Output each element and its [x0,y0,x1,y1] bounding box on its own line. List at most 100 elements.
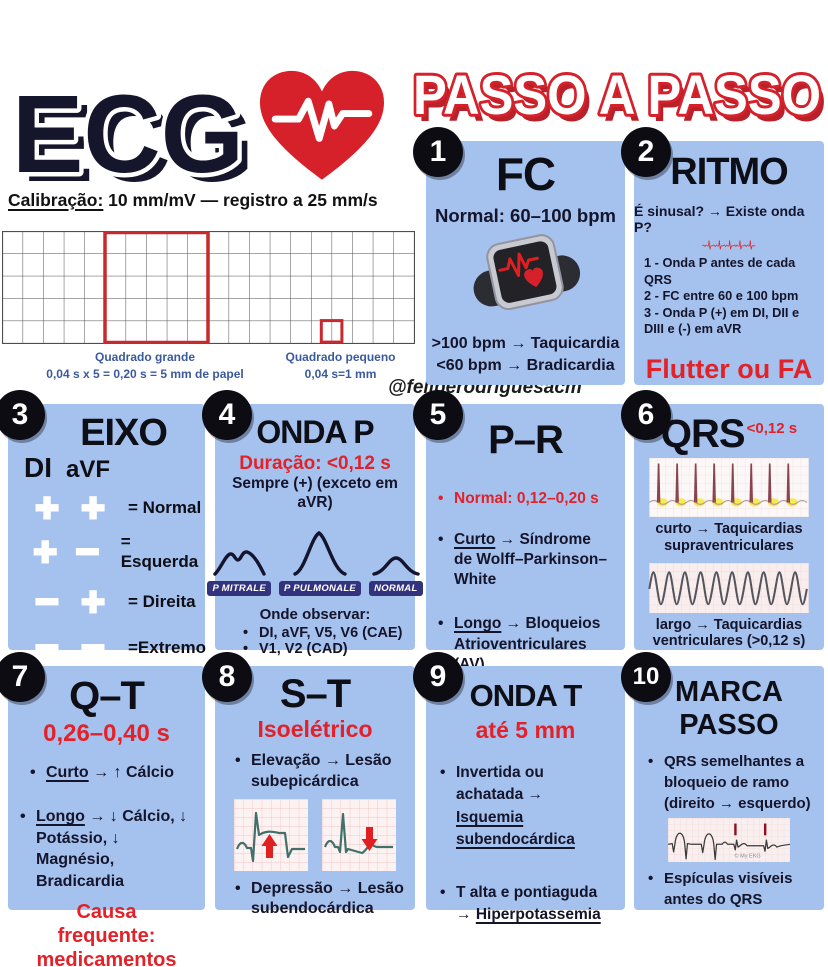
p-normal-wave-icon [372,556,420,576]
p-pulmonale-group: P PULMONALE [278,526,362,597]
onda-t-limit: até 5 mm [475,717,576,743]
onda-p-duration: Duração: <0,12 s [239,453,391,474]
passo-title-text: PASSO A PASSO [413,63,821,126]
card-pr: 5 P–R Normal: 0,12–0,20 s Curto → Síndro… [413,390,625,673]
qt-range: 0,26–0,40 s [43,720,170,747]
card-fc: 1 FC Normal: 60–100 bpm >100 bpm → Taqui… [413,127,625,385]
card-qrs: 6 QRS <0,12 s [621,390,824,650]
qt-short-rest: → ↑ Cálcio [88,764,175,781]
ritmo-criteria-list: 1 - Onda P antes de cada QRS 2 - FC entr… [634,255,824,338]
pacing-spike-markers [734,823,767,835]
card-5-title: P–R [488,418,564,462]
pr-normal-range: Normal: 0,12–0,20 s [438,490,599,508]
passo-a-passo-title: PASSO A PASSO PASSO A PASSO [410,60,826,133]
onda-p-observe-title: Onde observar: [259,606,371,624]
onda-t-tall-underline: Hiperpotassemia [475,906,601,924]
card-1-title: FC [495,148,556,200]
onda-t-inverted-underline: Isquemia subendocárdica [456,808,575,849]
card-6-title: QRS [660,412,746,456]
eixo-col-di: DI [24,452,52,483]
pacemaker-spike-rule: Espículas visíveis antes do QRS [648,868,816,910]
vt-strip-image [648,562,809,613]
card-9-number-badge: 9 [413,652,463,702]
qt-long-rest: → ↓ Cálcio, ↓ Potássio, ↓ Magnésio, Brad… [36,808,188,890]
eixo-column-headers: DI aVF [24,454,110,482]
sign-avf: + [80,580,106,624]
observe-item-cae: DI, aVF, V5, V6 (CAE) [243,625,402,641]
ecg-logo-shadow-text: ECG [22,82,254,198]
card-qt: 7 Q–T 0,26–0,40 s Curto → ↑ Cálcio Longo… [0,652,205,967]
p-normal-label: NORMAL [369,581,423,597]
small-square-label-line1: Quadrado pequeno [285,350,396,364]
eixo-row-label: =Extremo [128,638,206,657]
card-1-number-badge: 1 [413,127,463,177]
small-square-label-line2: 0,04 s=1 mm [304,366,377,381]
small-square-highlight [319,319,344,344]
eixo-col-avf: aVF [66,456,111,483]
card-4-title: ONDA P [256,414,374,450]
p-mitrale-group: P MITRALE [207,538,271,597]
qt-frequent-cause: Causa frequente: medicamentos [36,901,177,967]
card-7-number-badge: 7 [0,652,45,702]
pr-long-rest: → Bloqueios Atrioventriculares (AV) [454,615,601,673]
qrs-duration-note: <0,12 s [746,420,798,437]
card-8-number-badge: 8 [202,652,252,702]
ritmo-flutter-fa: Flutter ou FA [645,354,813,384]
st-example-images [234,798,396,871]
card-ritmo: 2 RITMO É sinusal? → Existe onda P? 1 - … [621,127,824,385]
eixo-row-label: = Normal [128,498,202,517]
qrs-wide-caption: largo → Taquicardias ventriculares (>0,1… [652,616,806,650]
big-square-label: Quadrado grande 0,04 s x 5 = 0,20 s = 5 … [35,349,255,383]
eixo-row-label: = Esquerda [120,532,199,571]
onda-t-tall-plain: T alta e pontiaguda → [456,883,598,924]
sign-di: − [34,580,60,624]
calibration-label: Calibração: [8,190,104,210]
card-7-title: Q–T [69,674,145,718]
eixo-row-normal: + + = Normal [24,487,202,530]
sinus-rhythm-strip-icon [701,240,756,250]
observe-item-cad: V1, V2 (CAD) [243,641,402,657]
sign-avf: − [80,626,106,670]
card-onda-p: 4 ONDA P Duração: <0,12 s Sempre (+) (ex… [202,390,423,657]
eixo-row-esquerda: + − = Esquerda [24,530,205,574]
calibration-grid [2,231,415,344]
passo-title-shadow: PASSO A PASSO [418,70,826,133]
sign-avf: − [74,530,100,574]
card-2-number-badge: 2 [621,127,671,177]
p-pulmonale-wave-icon [293,531,347,576]
ecg-logo: ECG ECG [8,69,255,199]
card-2-title: RITMO [670,151,788,193]
onda-p-observe-list: DI, aVF, V5, V6 (CAE) V1, V2 (CAD) [215,625,402,657]
calibration-heading: Calibração: 10 mm/mV — registro a 25 mm/… [8,190,378,211]
svt-strip-image [648,458,809,518]
eixo-row-label: = Direita [128,592,196,611]
card-5-number-badge: 5 [413,390,463,440]
strip-credit: © My EKG [735,852,761,859]
big-square-label-line2: 0,04 s x 5 = 0,20 s = 5 mm de papel [46,366,244,381]
pr-short-rule: Curto → Síndrome de Wolff–Parkinson–Whit… [438,530,613,590]
big-square-label-line1: Quadrado grande [94,350,195,364]
p-mitrale-wave-icon [213,550,266,576]
ritmo-question: É sinusal? → Existe onda P? [634,203,805,235]
card-10-number-badge: 10 [621,652,671,702]
pr-long-rule: Longo → Bloqueios Atrioventriculares (AV… [438,614,613,674]
big-square-highlight [103,231,210,344]
fc-rules: >100 bpm → Taquicardia <60 bpm → Bradica… [432,333,620,376]
p-mitrale-label: P MITRALE [207,581,271,597]
card-8-title: S–T [279,672,351,716]
eixo-row-extremo: − − =Extremo [24,626,206,670]
qrs-narrow-caption: curto → Taquicardias supraventriculares [655,521,803,554]
ritmo-criterion-2: 2 - FC entre 60 e 100 bpm [644,288,799,304]
st-depression-rule: Depressão → Lesão subendocárdica [235,879,405,921]
card-10-title: MARCA PASSO [675,676,783,742]
card-onda-t: 9 ONDA T até 5 mm Invertida ou achatada … [413,652,625,923]
card-3-number-badge: 3 [0,390,45,440]
onda-t-inverted-plain: Invertida ou achatada → [456,764,544,804]
onda-t-tall-rule: T alta e pontiaguda → Hiperpotassemia [440,882,611,927]
card-4-number-badge: 4 [202,390,252,440]
st-elevation-rule: Elevação → Lesão subepicárdica [235,751,395,793]
pr-short-lead: Curto [454,531,496,548]
card-6-number-badge: 6 [621,390,671,440]
pacemaker-strip-image: © My EKG [667,817,791,862]
card-st: 8 S–T Isoelétrico Elevação → Lesão subep… [202,652,415,917]
